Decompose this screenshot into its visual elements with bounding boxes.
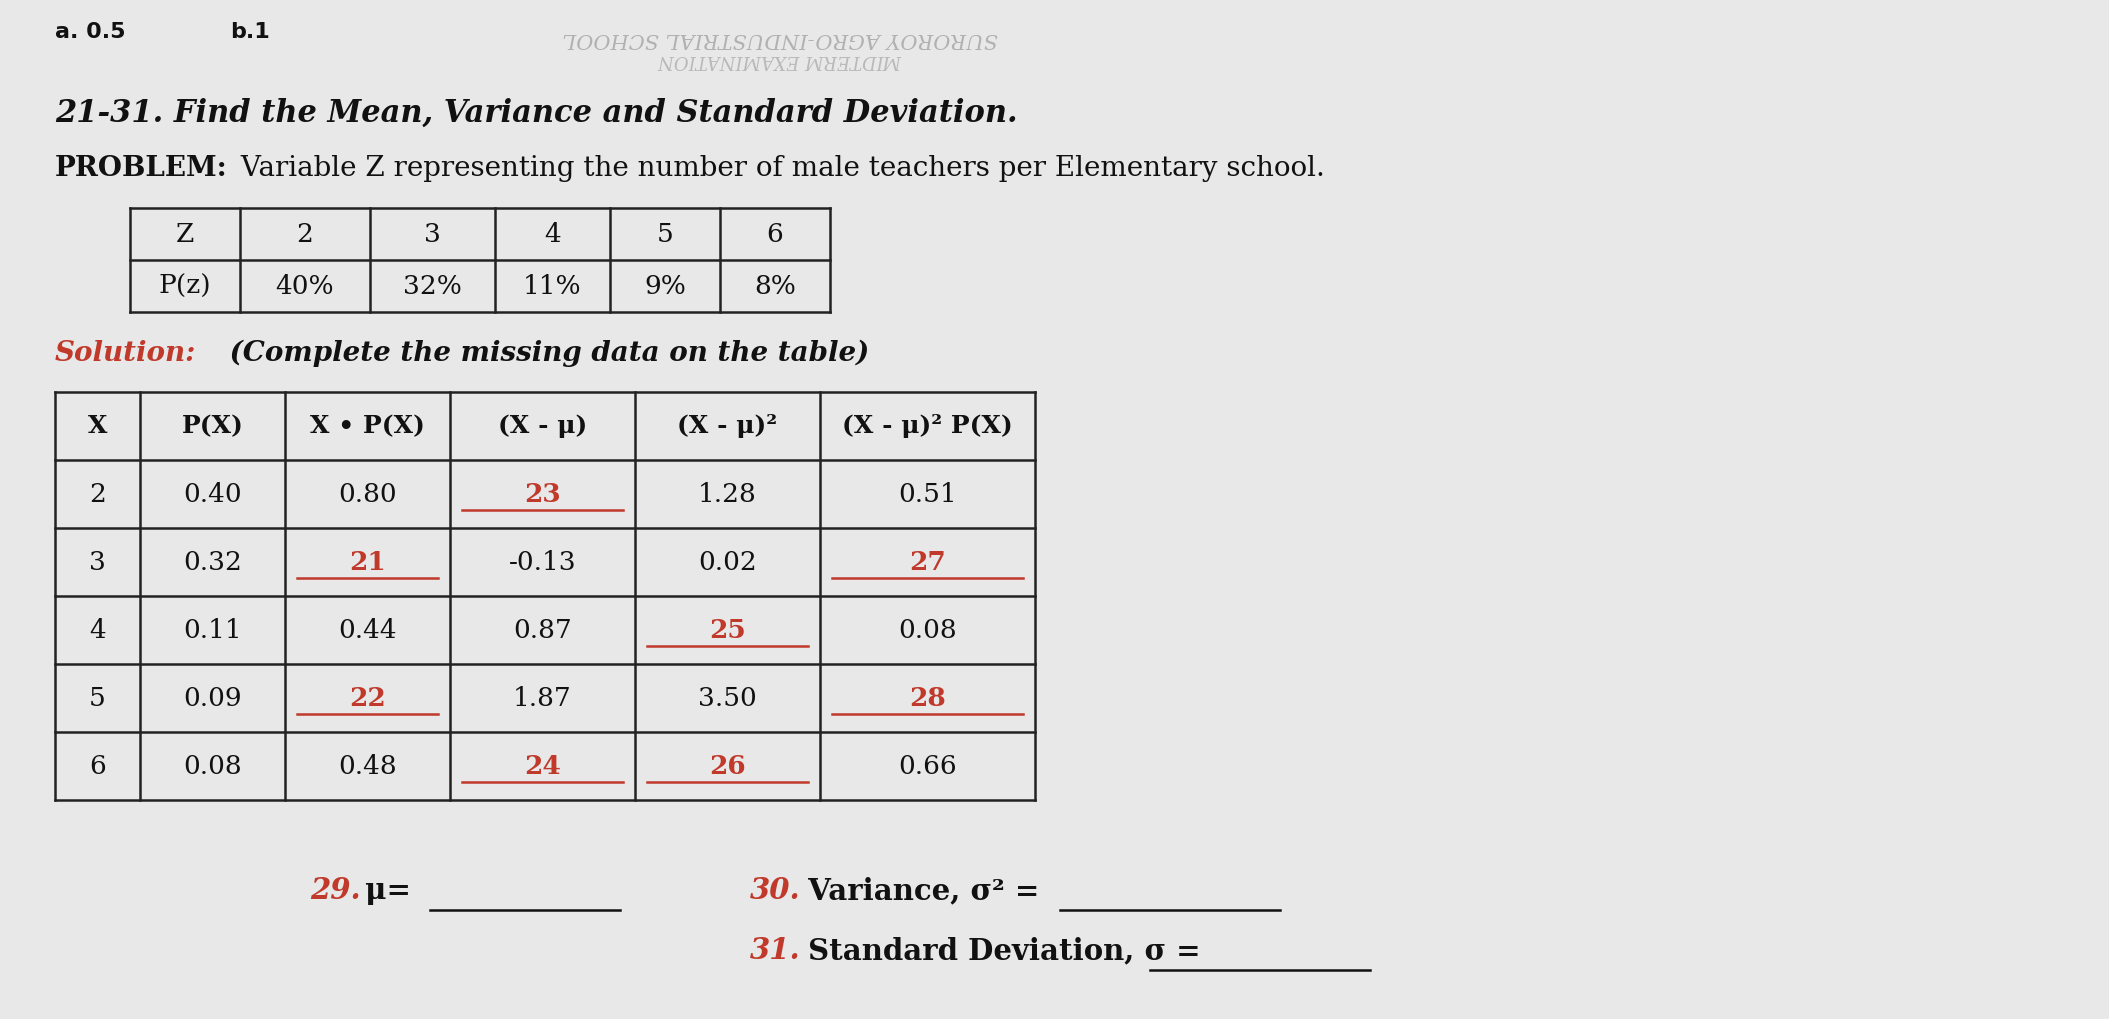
- Text: 26: 26: [709, 753, 747, 779]
- Text: 0.87: 0.87: [512, 618, 572, 643]
- Text: X: X: [89, 414, 108, 438]
- Text: 40%: 40%: [276, 273, 335, 299]
- Text: X • P(X): X • P(X): [310, 414, 424, 438]
- Text: (Complete the missing data on the table): (Complete the missing data on the table): [219, 340, 869, 368]
- Text: 3.50: 3.50: [698, 686, 757, 710]
- Text: (X - μ)² P(X): (X - μ)² P(X): [841, 414, 1012, 438]
- Text: 30.: 30.: [751, 876, 801, 905]
- Text: 4: 4: [89, 618, 105, 643]
- Text: 0.48: 0.48: [337, 753, 396, 779]
- Text: PROBLEM:: PROBLEM:: [55, 155, 228, 182]
- Text: P(z): P(z): [158, 273, 211, 299]
- Text: 0.09: 0.09: [183, 686, 243, 710]
- Text: 32%: 32%: [403, 273, 462, 299]
- Text: 4: 4: [544, 221, 561, 247]
- Text: a. 0.5: a. 0.5: [55, 22, 127, 42]
- Text: 22: 22: [350, 686, 386, 710]
- Text: P(X): P(X): [181, 414, 243, 438]
- Text: 21: 21: [350, 549, 386, 575]
- Text: 5: 5: [656, 221, 673, 247]
- Text: 1.87: 1.87: [512, 686, 572, 710]
- Text: 9%: 9%: [643, 273, 685, 299]
- Text: 2: 2: [297, 221, 314, 247]
- Text: (X - μ)²: (X - μ)²: [677, 414, 778, 438]
- Text: 21-31. Find the Mean, Variance and Standard Deviation.: 21-31. Find the Mean, Variance and Stand…: [55, 98, 1019, 129]
- Text: -0.13: -0.13: [508, 549, 576, 575]
- Text: 0.44: 0.44: [337, 618, 396, 643]
- Text: 1.28: 1.28: [698, 482, 757, 506]
- Text: 0.08: 0.08: [183, 753, 243, 779]
- Text: Z: Z: [175, 221, 194, 247]
- Text: 5: 5: [89, 686, 105, 710]
- Text: 31.: 31.: [751, 936, 801, 965]
- Text: Solution:: Solution:: [55, 340, 196, 367]
- Text: 0.32: 0.32: [183, 549, 243, 575]
- Text: 2: 2: [89, 482, 105, 506]
- Text: 25: 25: [709, 618, 747, 643]
- Text: Variable Z representing the number of male teachers per Elementary school.: Variable Z representing the number of ma…: [232, 155, 1324, 182]
- Text: Variance, σ² =: Variance, σ² =: [797, 876, 1040, 905]
- Text: 0.08: 0.08: [898, 618, 957, 643]
- Text: 6: 6: [768, 221, 782, 247]
- Text: Standard Deviation, σ =: Standard Deviation, σ =: [797, 936, 1200, 965]
- Text: SUROROY AGRO-INDUSTRIAL SCHOOL: SUROROY AGRO-INDUSTRIAL SCHOOL: [563, 29, 998, 48]
- Text: 8%: 8%: [755, 273, 795, 299]
- Text: 27: 27: [909, 549, 945, 575]
- Text: 6: 6: [89, 753, 105, 779]
- Text: MIDTERM EXAMINATION: MIDTERM EXAMINATION: [658, 51, 903, 69]
- Text: 11%: 11%: [523, 273, 582, 299]
- Text: 0.02: 0.02: [698, 549, 757, 575]
- Text: 0.80: 0.80: [337, 482, 396, 506]
- Text: 0.66: 0.66: [898, 753, 957, 779]
- Text: 0.40: 0.40: [183, 482, 243, 506]
- Text: 0.51: 0.51: [898, 482, 957, 506]
- Text: μ=: μ=: [354, 876, 411, 905]
- Text: 28: 28: [909, 686, 945, 710]
- Text: (X - μ): (X - μ): [498, 414, 586, 438]
- Text: b.1: b.1: [230, 22, 270, 42]
- Text: 3: 3: [89, 549, 105, 575]
- Text: 3: 3: [424, 221, 441, 247]
- Text: 23: 23: [525, 482, 561, 506]
- Text: 29.: 29.: [310, 876, 361, 905]
- Text: 0.11: 0.11: [183, 618, 243, 643]
- Text: 24: 24: [523, 753, 561, 779]
